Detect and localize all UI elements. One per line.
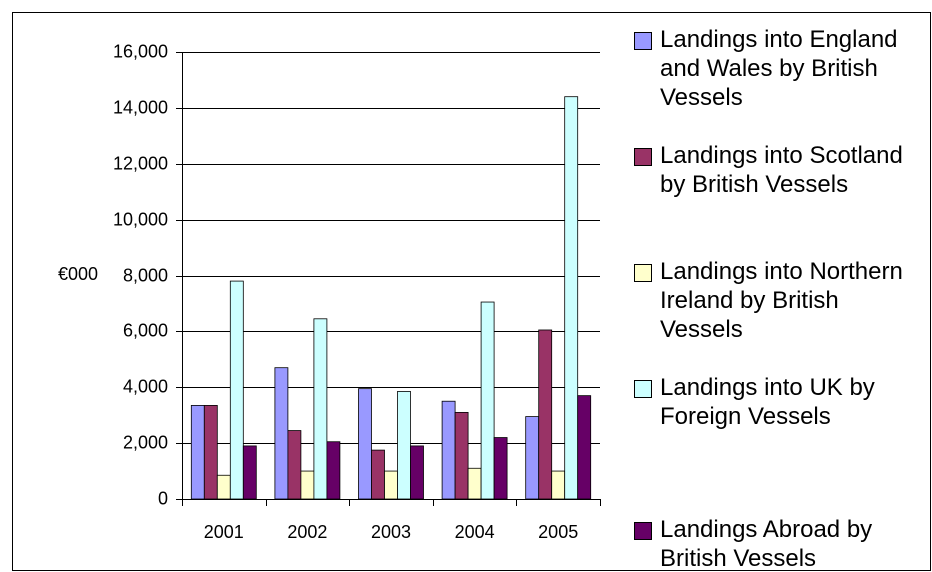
- bar: [300, 470, 315, 500]
- legend-label: Landings Abroad by British Vessels: [660, 516, 873, 572]
- y-tick-label: 0: [158, 488, 168, 508]
- bar: [384, 470, 398, 500]
- legend-label: Landings into England and Wales by Briti…: [660, 26, 898, 111]
- y-tick-label: 14,000: [113, 97, 168, 117]
- legend-entry: Landings into Northern Ireland by Britis…: [634, 257, 926, 344]
- x-tick-label: 2001: [204, 522, 244, 542]
- legend-swatch: [634, 380, 652, 398]
- y-tick-label: 8,000: [123, 265, 168, 285]
- bar: [287, 430, 302, 500]
- legend-swatch: [634, 148, 652, 166]
- bar: [551, 470, 566, 500]
- y-tick-label: 4,000: [123, 376, 168, 396]
- bar: [410, 445, 424, 500]
- bar: [326, 441, 341, 500]
- legend-swatch: [634, 264, 652, 282]
- y-tick-label: 10,000: [113, 209, 168, 229]
- bar: [525, 416, 540, 500]
- bar: [229, 280, 244, 500]
- bar: [538, 329, 553, 500]
- bar: [441, 400, 456, 500]
- bar: [577, 395, 592, 500]
- legend-label: Landings into Northern Ireland by Britis…: [660, 258, 903, 343]
- legend-entry: Landings Abroad by British Vessels: [634, 515, 926, 572]
- bar: [454, 411, 469, 500]
- legend-label: Landings into Scotland by British Vessel…: [660, 142, 903, 198]
- bar: [216, 474, 231, 500]
- y-tick-label: 2,000: [123, 432, 168, 452]
- bar: [242, 445, 257, 500]
- y-tick-label: 12,000: [113, 153, 168, 173]
- bar: [358, 388, 372, 500]
- bar: [467, 467, 482, 500]
- legend-swatch: [634, 32, 652, 50]
- bar: [274, 367, 289, 500]
- bar: [564, 96, 579, 500]
- x-tick-label: 2004: [455, 522, 495, 542]
- bar: [480, 301, 495, 500]
- bar: [371, 449, 385, 500]
- frame: [12, 12, 931, 571]
- legend-swatch: [634, 522, 652, 540]
- y-axis-label: €000: [58, 264, 98, 284]
- x-tick-label: 2002: [287, 522, 327, 542]
- bar: [203, 405, 218, 500]
- x-tick-label: 2005: [538, 522, 578, 542]
- x-tick-label: 2003: [371, 522, 411, 542]
- bar: [313, 318, 328, 500]
- legend-entry: Landings into Scotland by British Vessel…: [634, 141, 926, 199]
- y-tick-label: 6,000: [123, 320, 168, 340]
- bar: [190, 405, 205, 500]
- bar: [493, 437, 508, 500]
- legend-label: Landings into UK by Foreign Vessels: [660, 374, 875, 430]
- y-tick-label: 16,000: [113, 41, 168, 61]
- bar: [397, 391, 411, 500]
- legend-entry: Landings into England and Wales by Briti…: [634, 25, 926, 112]
- legend-entry: Landings into UK by Foreign Vessels: [634, 373, 926, 431]
